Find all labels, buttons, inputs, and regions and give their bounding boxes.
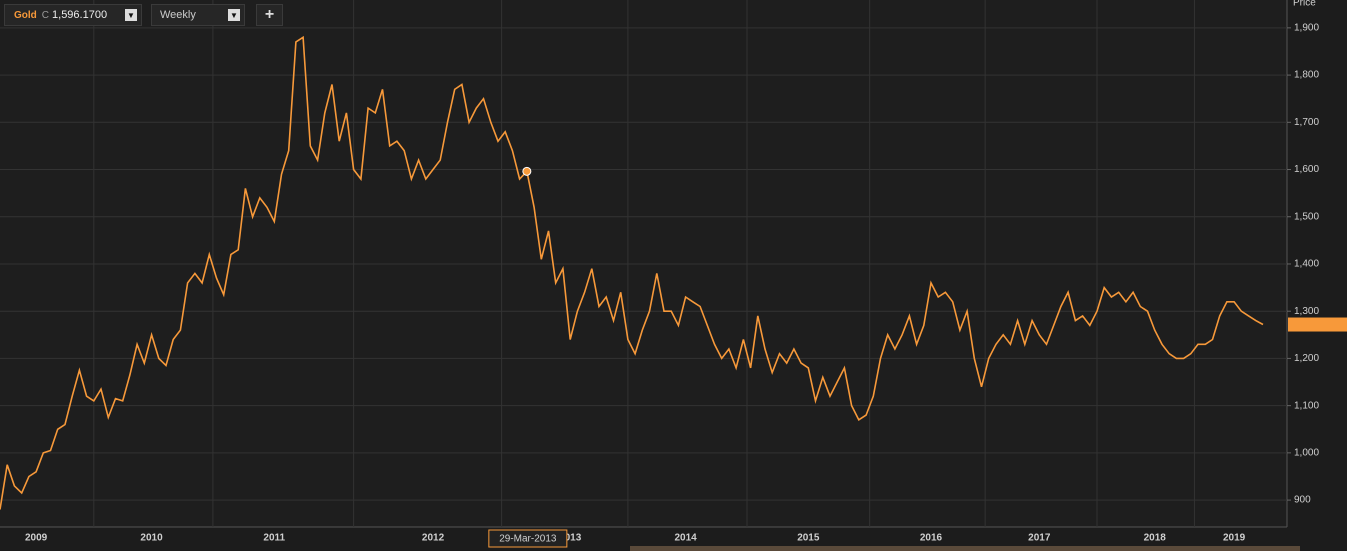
x-tick-label: 2016 bbox=[920, 533, 943, 544]
y-tick-label: 1,500 bbox=[1294, 211, 1319, 222]
x-tick-label: 2018 bbox=[1144, 533, 1167, 544]
date-tag-box bbox=[488, 529, 568, 548]
x-tick-label: 2017 bbox=[1028, 533, 1051, 544]
interval-box[interactable]: Weekly ▼ bbox=[151, 4, 245, 26]
hover-marker bbox=[522, 166, 532, 176]
x-tick-label: 2019 bbox=[1223, 533, 1246, 544]
dropdown[interactable]: ▼ bbox=[125, 9, 137, 21]
y-tick-label: 1,800 bbox=[1294, 70, 1319, 81]
y-tick-label: 1,400 bbox=[1294, 259, 1319, 270]
y-tick-label: 900 bbox=[1294, 495, 1311, 506]
y-tick-label: 1,900 bbox=[1294, 23, 1319, 34]
x-tick-label: 2014 bbox=[675, 533, 698, 544]
x-tick-label: 2013 bbox=[559, 533, 582, 544]
x-tick-label: 2011 bbox=[263, 533, 285, 544]
instrument: Gold bbox=[14, 9, 37, 21]
y-tick-label: 1,100 bbox=[1294, 400, 1319, 411]
y-tick-label: 1,700 bbox=[1294, 117, 1319, 128]
x-tick-label: 2010 bbox=[140, 533, 163, 544]
header-value: 1,596.1700 bbox=[52, 9, 108, 21]
dropdown[interactable]: ▼ bbox=[228, 9, 240, 21]
y-tick-label: 1,300 bbox=[1294, 306, 1319, 317]
code: C bbox=[41, 9, 50, 21]
y-tick-label: 1,600 bbox=[1294, 164, 1319, 175]
scrollbar[interactable] bbox=[630, 546, 1300, 551]
last-value-box bbox=[1288, 317, 1347, 332]
date-tag: 29-Mar-2013 bbox=[499, 534, 557, 545]
x-tick-label: 2012 bbox=[422, 533, 445, 544]
interval: Weekly bbox=[160, 9, 196, 21]
instrument-box[interactable]: Gold C 1,596.1700 ▼ bbox=[4, 4, 142, 26]
add-button[interactable]: + bbox=[256, 4, 283, 26]
y-tick-label: 1,000 bbox=[1294, 448, 1319, 459]
y-tick-label: 1,200 bbox=[1294, 353, 1319, 364]
x-tick-label: 2009 bbox=[25, 533, 48, 544]
y-axis-title: Price bbox=[1293, 0, 1316, 9]
x-tick-label: 2015 bbox=[797, 533, 820, 544]
price-line bbox=[0, 35, 1264, 510]
